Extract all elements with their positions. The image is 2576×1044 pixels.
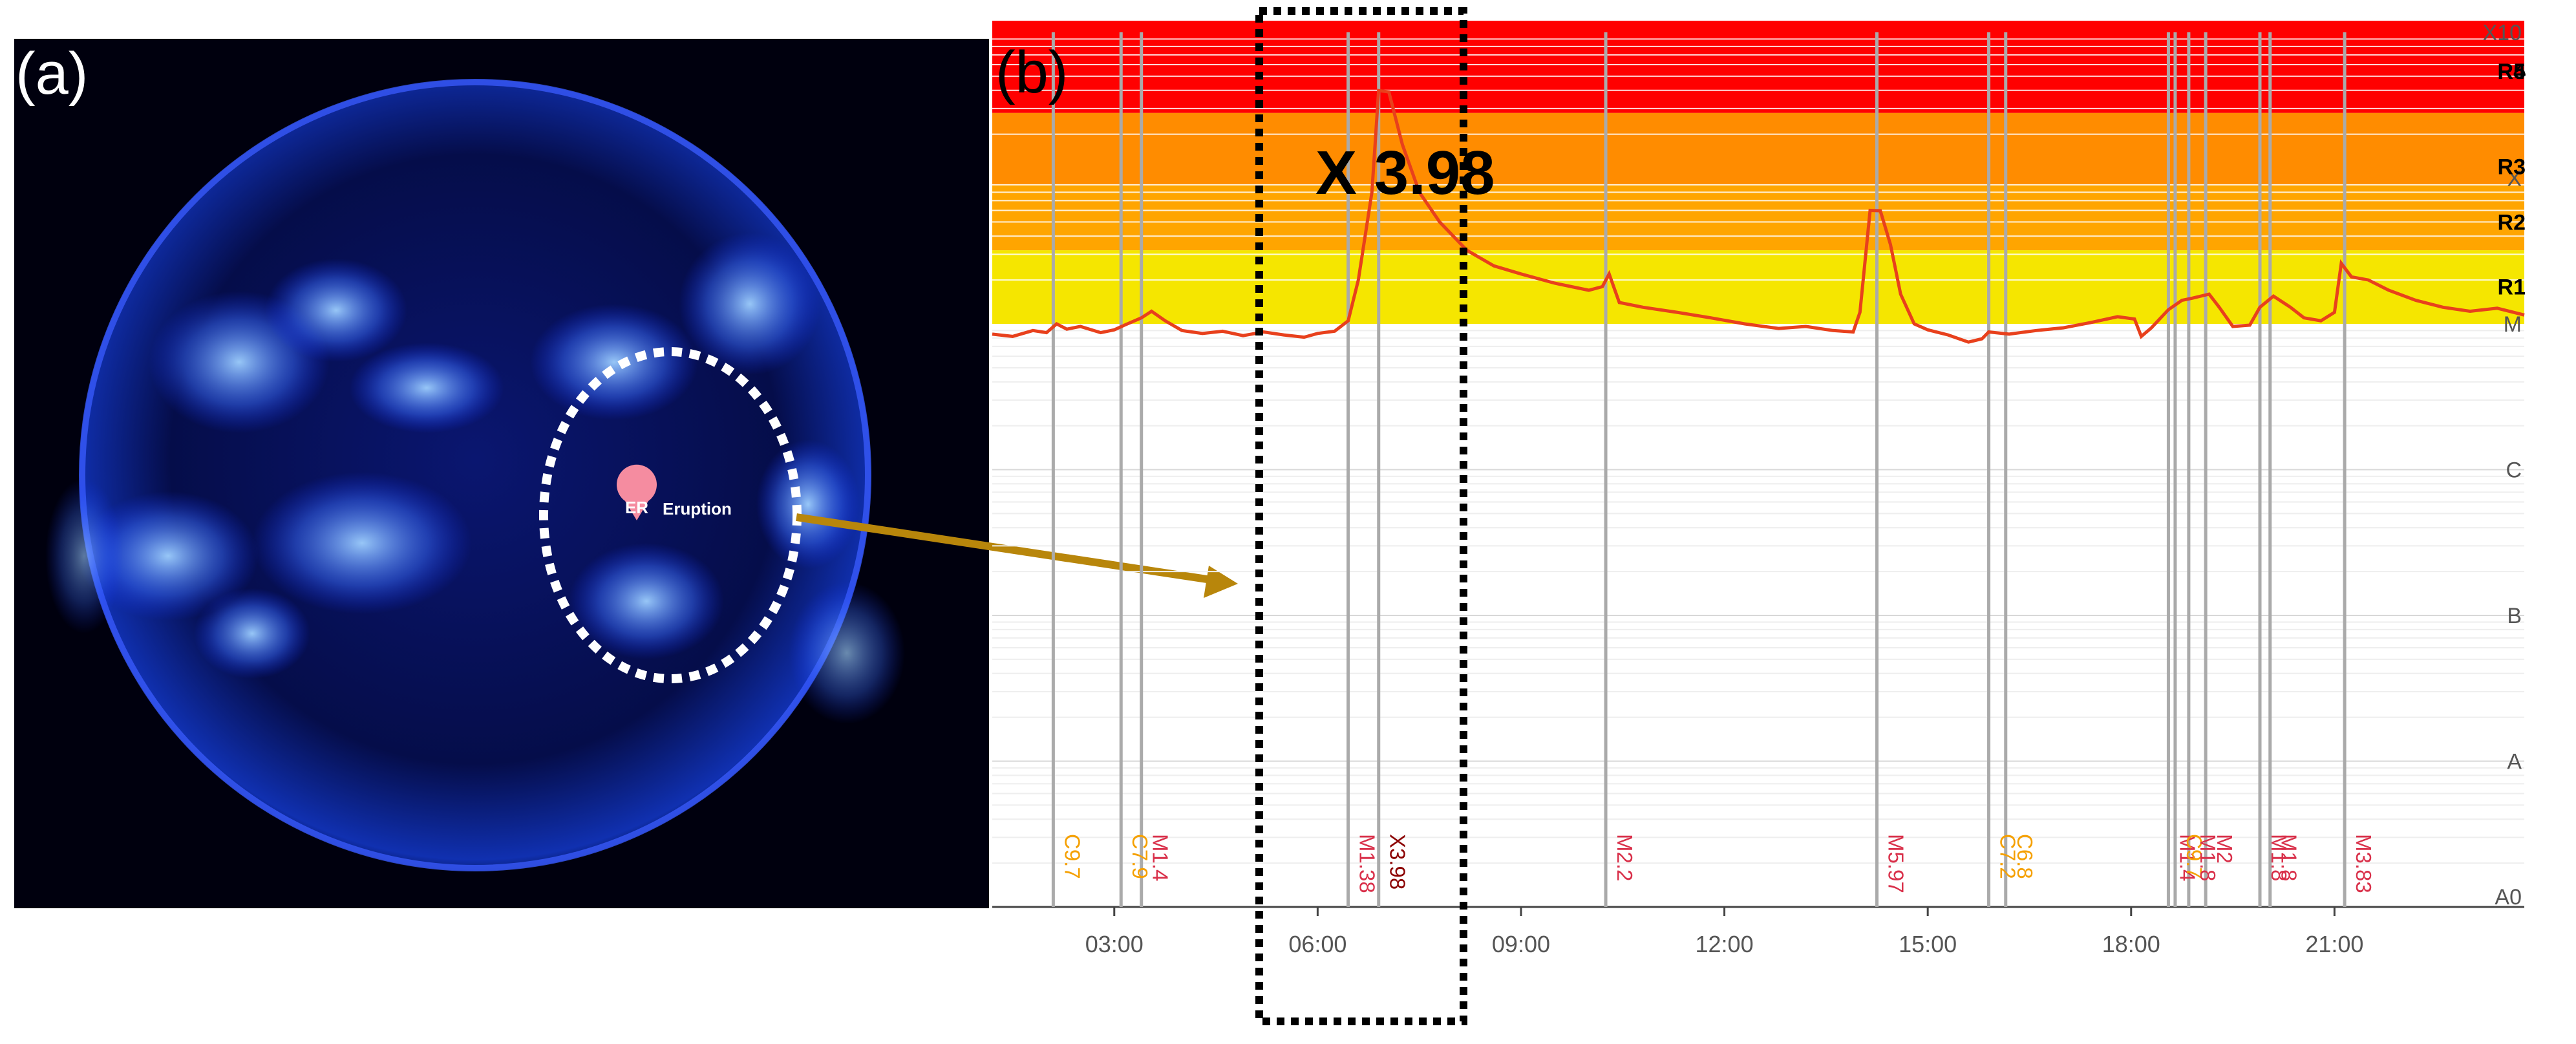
flare-class-label: X10 — [2483, 21, 2522, 45]
map-pin-icon — [617, 464, 657, 520]
radio-blackout-bands — [992, 21, 2524, 324]
gridlines — [992, 330, 2524, 908]
flare-class-label: A — [2507, 750, 2522, 774]
x-axis-ticks: 03:00 06:00 09:00 12:00 15:00 18:00 21:00 — [1085, 907, 2363, 957]
radio-scale-label: R4 — [2498, 59, 2526, 84]
flare-event-label: C6.8 — [2013, 834, 2037, 879]
xray-flux-line — [992, 89, 2525, 344]
x-tick-label: 03:00 — [1085, 931, 1144, 957]
x-tick-label: 12:00 — [1696, 931, 1754, 957]
marker-code: ER — [625, 498, 648, 517]
flare-event-label: M1.4 — [1149, 834, 1173, 881]
flare-event-label: C9.7 — [1060, 834, 1084, 879]
band-3 — [992, 21, 2524, 113]
x-tick-label: 21:00 — [2305, 931, 2363, 957]
x-tick-label: 18:00 — [2102, 931, 2160, 957]
x-tick-label: 15:00 — [1899, 931, 1957, 957]
flare-event-labels: C9.7 C7.9M1.4 M1.38 X3.98 M2.2 M5.97 C7.2C6.8 M… — [1060, 834, 2376, 893]
flare-event-label: M1.38 — [1356, 834, 1379, 893]
flare-class-label: X — [2507, 167, 2522, 191]
flare-event-label: C7.9 — [1128, 834, 1152, 879]
eruption-marker[interactable]: ER Eruption — [617, 464, 732, 520]
flare-event-label: M1.8 — [2267, 834, 2291, 881]
active-regions — [45, 233, 905, 724]
flare-event-label: M1.4 — [2175, 834, 2199, 881]
marker-label: Eruption — [663, 499, 732, 518]
x-tick-label: 09:00 — [1492, 931, 1550, 957]
flare-event-label: C9.7 — [2182, 834, 2206, 879]
flare-event-label: M1.8 — [2277, 834, 2301, 881]
radio-scale-label: R2 — [2498, 210, 2526, 235]
flare-event-label: M1.8 — [2196, 834, 2220, 881]
flare-class-label: A0 — [2495, 885, 2522, 910]
flare-event-label: C7.2 — [1996, 834, 2020, 879]
radio-scale-label: R5 — [2498, 59, 2526, 84]
x-tick-label: 06:00 — [1288, 931, 1347, 957]
highlight-box — [1255, 7, 1467, 1025]
flare-class-labels: A0 A B C M X X10 — [2483, 21, 2522, 910]
flare-class-label: B — [2507, 604, 2522, 628]
flare-event-label: X3.98 — [1386, 834, 1410, 890]
flare-event-lines — [1051, 32, 2347, 907]
panel-a-label: (a) — [16, 41, 89, 107]
flare-event-label: M2.2 — [1613, 834, 1637, 881]
flare-event-label: M3.83 — [2352, 834, 2376, 893]
radio-scale-label: R3 — [2498, 155, 2526, 180]
flare-class-label: C — [2506, 458, 2522, 483]
band-1 — [992, 184, 2524, 251]
band-2 — [992, 112, 2524, 185]
connector-arrow — [796, 513, 1238, 598]
solar-image-group: ER Eruption — [14, 39, 989, 908]
arrowhead-icon — [1204, 566, 1238, 598]
flare-event-label: M5.97 — [1884, 834, 1908, 893]
flare-event-label: M2 — [2213, 834, 2237, 864]
radio-scale-label: R1 — [2498, 275, 2526, 299]
band-0 — [992, 250, 2524, 324]
panel-b-label: (b) — [995, 39, 1069, 105]
xray-flux-chart: 03:00 06:00 09:00 12:00 15:00 18:00 21:00 A0 A B… — [992, 7, 2526, 1025]
flare-class-label: M — [2504, 312, 2522, 337]
highlight-label: X 3.98 — [1315, 138, 1495, 208]
